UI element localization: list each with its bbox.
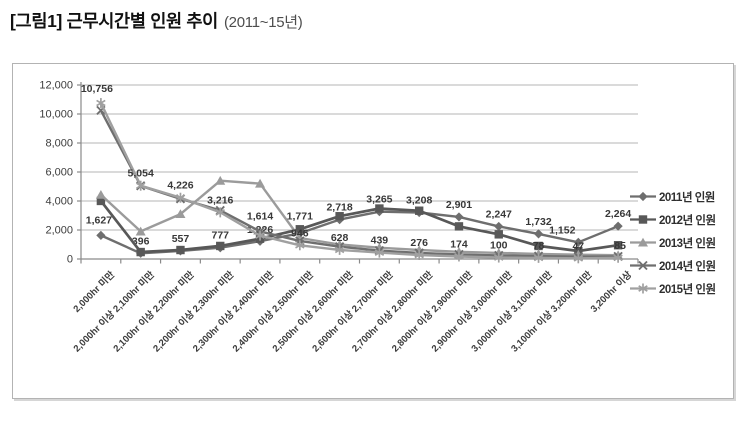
data-label: 1,614 — [247, 211, 273, 223]
legend-label: 2015년 인원 — [659, 283, 716, 296]
data-label: 946 — [291, 227, 309, 239]
asterisk-marker-icon — [630, 283, 656, 294]
x-tick-label: 2,500hr 이상 2,600hr 미만 — [270, 268, 356, 354]
x-marker-icon — [630, 260, 656, 271]
data-label: 85 — [614, 240, 626, 252]
data-label: 276 — [410, 237, 428, 249]
square-marker-icon — [630, 215, 656, 224]
figure-title-main: [그림1] 근무시간별 인원 추이 — [10, 11, 218, 31]
y-tick-label: 10,000 — [39, 109, 73, 121]
y-axis: 0 2,000 4,000 6,000 8,000 10,000 12,000 — [39, 80, 81, 266]
legend-item-2011: 2011년 인원 — [630, 191, 716, 204]
y-tick-label: 0 — [67, 254, 73, 266]
data-label: 557 — [172, 233, 190, 245]
y-tick-label: 4,000 — [45, 196, 73, 208]
data-label: 100 — [490, 240, 508, 252]
data-label: 3,265 — [366, 194, 392, 206]
x-tick-label: 3,100hr 이상 3,200hr 미만 — [509, 268, 595, 354]
y-tick-label: 8,000 — [45, 138, 73, 150]
chart-container: 0 2,000 4,000 6,000 8,000 10,000 12,000 2,000hr… — [12, 63, 734, 399]
data-label: 174 — [450, 238, 468, 250]
x-tick-label: 2,900hr 이상 3,000hr 미만 — [429, 268, 515, 354]
legend-label: 2012년 인원 — [659, 214, 716, 227]
line-chart: 0 2,000 4,000 6,000 8,000 10,000 12,000 2,000hr… — [39, 80, 639, 355]
data-label: 439 — [371, 235, 389, 247]
x-tick-label: 2,400hr 이상 2,500hr 미만 — [230, 268, 316, 354]
legend-item-2014: 2014년 인원 — [630, 260, 716, 273]
x-tick-label: 2,700hr 이상 2,800hr 미만 — [349, 268, 435, 354]
legend-label: 2014년 인원 — [659, 260, 716, 273]
x-axis — [80, 259, 639, 264]
x-tick-label: 2,800hr 이상 2,900hr 미만 — [389, 268, 475, 354]
y-tick-label: 6,000 — [45, 167, 73, 179]
legend-item-2013: 2013년 인원 — [630, 237, 716, 250]
data-label: 3,216 — [207, 194, 233, 206]
triangle-marker-icon — [630, 237, 656, 247]
x-tick-label: 2,000hr 이상 2,100hr 미만 — [71, 268, 157, 354]
series-2011-data-labels: 1,6273965577771,2261,7712,7183,2653,2082… — [86, 194, 632, 248]
x-tick-label: 2,300hr 이상 2,400hr 미만 — [190, 268, 276, 354]
y-tick-label: 2,000 — [45, 225, 73, 237]
figure-title: [그림1] 근무시간별 인원 추이 (2011~15년) — [10, 8, 303, 33]
series-2015-line — [99, 102, 619, 260]
data-label: 1,732 — [525, 216, 551, 228]
data-label: 10,756 — [81, 83, 113, 95]
x-tick-label: 3,200hr 이상 — [588, 268, 634, 314]
series-2015-markers — [96, 98, 623, 264]
x-tick-label: 2,100hr 이상 2,200hr 미만 — [111, 268, 197, 354]
data-label: 47 — [572, 240, 584, 252]
data-label: 1,152 — [549, 224, 575, 236]
data-label: 1,771 — [287, 210, 313, 222]
data-label: 628 — [331, 232, 349, 244]
x-tick-label: 2,200hr 이상 2,300hr 미만 — [151, 268, 237, 354]
x-tick-label: 3,000hr 이상 3,100hr 미만 — [469, 268, 555, 354]
series-2013-line — [100, 179, 619, 257]
diamond-marker-icon — [630, 191, 656, 202]
series-2015-data-labels: 10,756 5,054 4,226 3,216 1,614 946 628 439 276 17… — [81, 83, 626, 252]
series-2012-line — [99, 200, 619, 254]
data-label: 78 — [533, 240, 545, 252]
data-label: 2,247 — [486, 208, 512, 220]
legend-label: 2013년 인원 — [659, 237, 716, 250]
legend-item-2012: 2012년 인원 — [630, 214, 716, 227]
data-label: 1,627 — [86, 214, 112, 226]
data-label: 3,208 — [406, 194, 432, 206]
x-tick-label: 2,600hr 이상 2,700hr 미만 — [310, 268, 396, 354]
y-tick-label: 12,000 — [39, 80, 73, 92]
data-label: 5,054 — [128, 168, 154, 180]
data-label: 2,264 — [605, 208, 631, 220]
data-label: 2,901 — [446, 199, 472, 211]
figure-title-period: (2011~15년) — [223, 14, 303, 31]
data-label: 2,718 — [326, 202, 352, 214]
legend-item-2015: 2015년 인원 — [630, 283, 716, 296]
x-axis-labels: 2,000hr 미만2,000hr 이상 2,100hr 미만2,100hr 이… — [71, 268, 635, 354]
data-label: 777 — [211, 230, 229, 242]
plot-gridlines — [81, 84, 638, 231]
chart-legend: 2011년 인원 2012년 인원 2013년 인원 2014년 인원 2015년 인원 — [630, 191, 716, 296]
data-label: 4,226 — [167, 180, 193, 192]
legend-label: 2011년 인원 — [659, 191, 715, 204]
